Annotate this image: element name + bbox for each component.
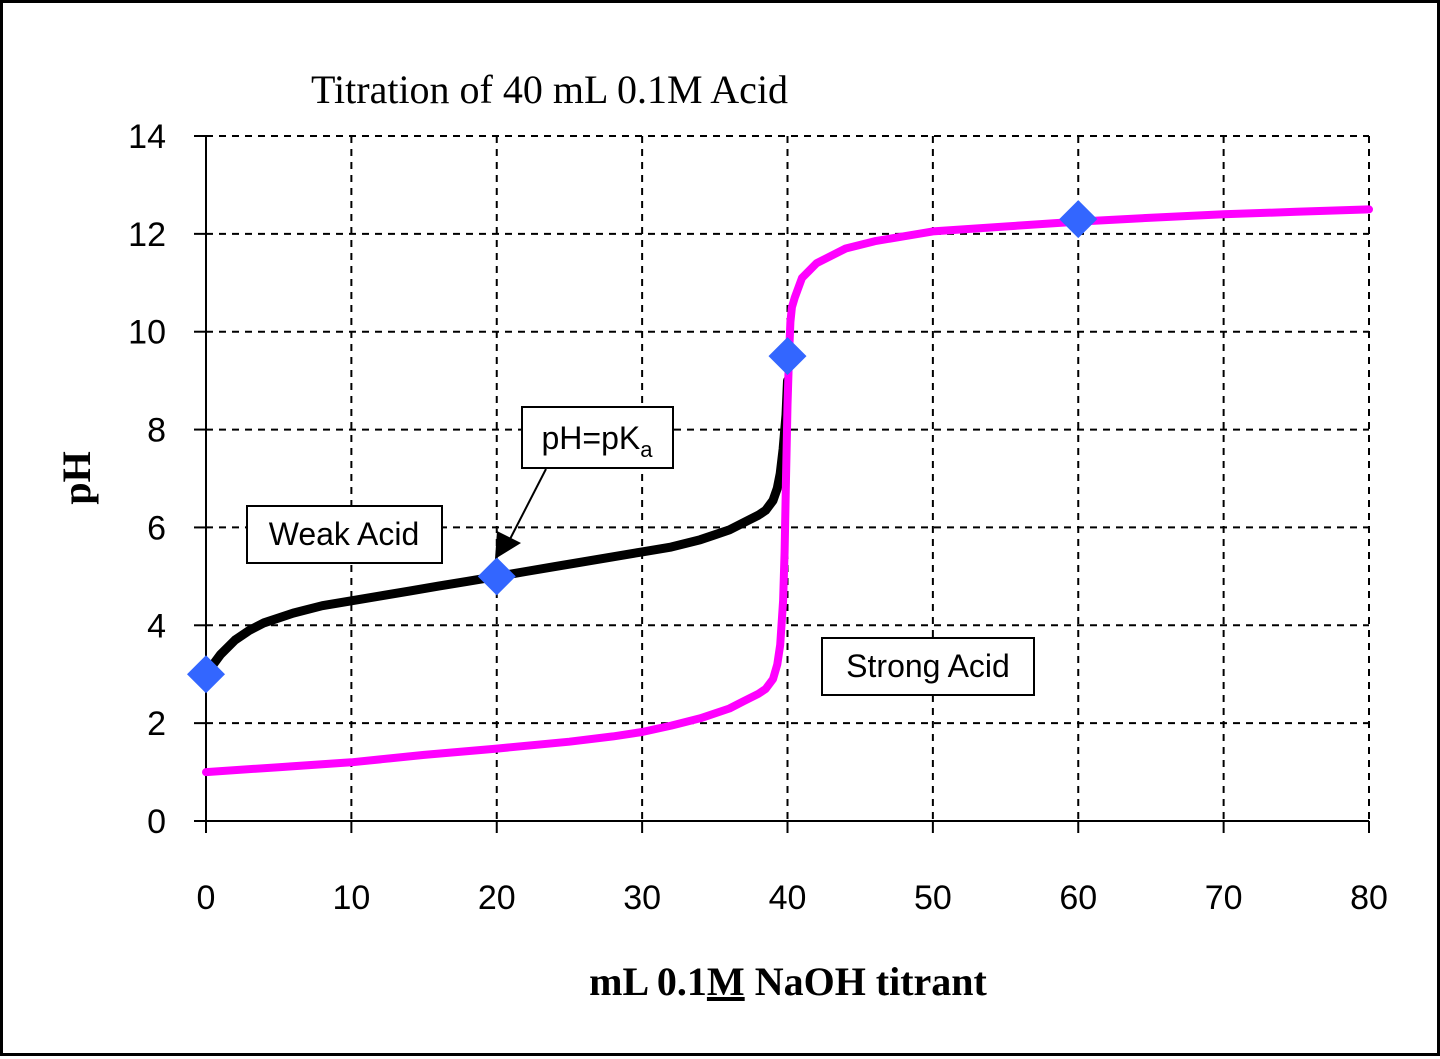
x-tick-label-70: 70 [1205, 879, 1243, 917]
y-tick-label-12: 12 [128, 216, 166, 254]
x-axis-label: mL 0.1M NaOH titrant [589, 959, 987, 1004]
x-tick-label-30: 30 [623, 879, 661, 917]
series-line-strong-acid [202, 205, 1373, 777]
tick-labels: 0 2 4 6 8 10 12 14 0 10 20 30 40 50 60 70 80 [128, 118, 1388, 917]
titration-chart: 0 2 4 6 8 10 12 14 0 10 20 30 40 50 60 70 80 Titration o… [54, 67, 1388, 1004]
axes [194, 135, 1370, 833]
marker-point-0 [187, 655, 225, 694]
marker-point-20 [477, 557, 516, 596]
x-tick-label-60: 60 [1059, 879, 1097, 917]
annotation-pka-box [521, 406, 674, 469]
x-tick-label-80: 80 [1350, 879, 1388, 917]
marker-point-60 [1059, 200, 1098, 239]
x-axis-label-part2: NaOH titrant [745, 959, 988, 1004]
y-tick-label-0: 0 [147, 803, 166, 841]
y-tick-label-10: 10 [128, 314, 166, 352]
y-tick-label-2: 2 [147, 705, 166, 743]
series-lines [201, 205, 1373, 777]
x-axis-label-part1: mL 0.1 [589, 959, 707, 1004]
x-tick-label-20: 20 [478, 879, 516, 917]
annotation-weak-acid: Weak Acid [246, 505, 443, 564]
annotation-strong-acid: Strong Acid [821, 637, 1035, 696]
pka-arrow-head [495, 531, 521, 559]
annotation-pka-main: pH=pK [542, 420, 641, 456]
y-tick-label-6: 6 [147, 509, 166, 547]
x-tick-label-50: 50 [914, 879, 952, 917]
x-tick-label-0: 0 [197, 879, 216, 917]
y-tick-label-8: 8 [147, 412, 166, 450]
annotation-weak-acid-text: Weak Acid [269, 516, 420, 552]
annotation-strong-acid-text: Strong Acid [846, 648, 1010, 684]
series-line-weak-acid [201, 376, 792, 679]
x-tick-label-10: 10 [332, 879, 370, 917]
annotation-weak-acid-box [246, 505, 443, 564]
annotation-pka-text: pH=pKa [542, 420, 654, 462]
series-markers [187, 200, 1098, 694]
pka-arrow-shaft [507, 468, 547, 544]
annotation-strong-acid-box [821, 637, 1035, 696]
y-tick-label-4: 4 [147, 607, 166, 645]
y-axis-label: pH [54, 451, 99, 504]
x-tick-label-40: 40 [769, 879, 807, 917]
y-tick-label-14: 14 [128, 118, 166, 156]
annotation-pka: pH=pKa [495, 406, 674, 559]
marker-point-40 [768, 337, 807, 376]
annotation-pka-sub: a [640, 437, 653, 462]
x-axis-label-unit: M [707, 959, 745, 1004]
chart-title: Titration of 40 mL 0.1M Acid [311, 67, 788, 112]
